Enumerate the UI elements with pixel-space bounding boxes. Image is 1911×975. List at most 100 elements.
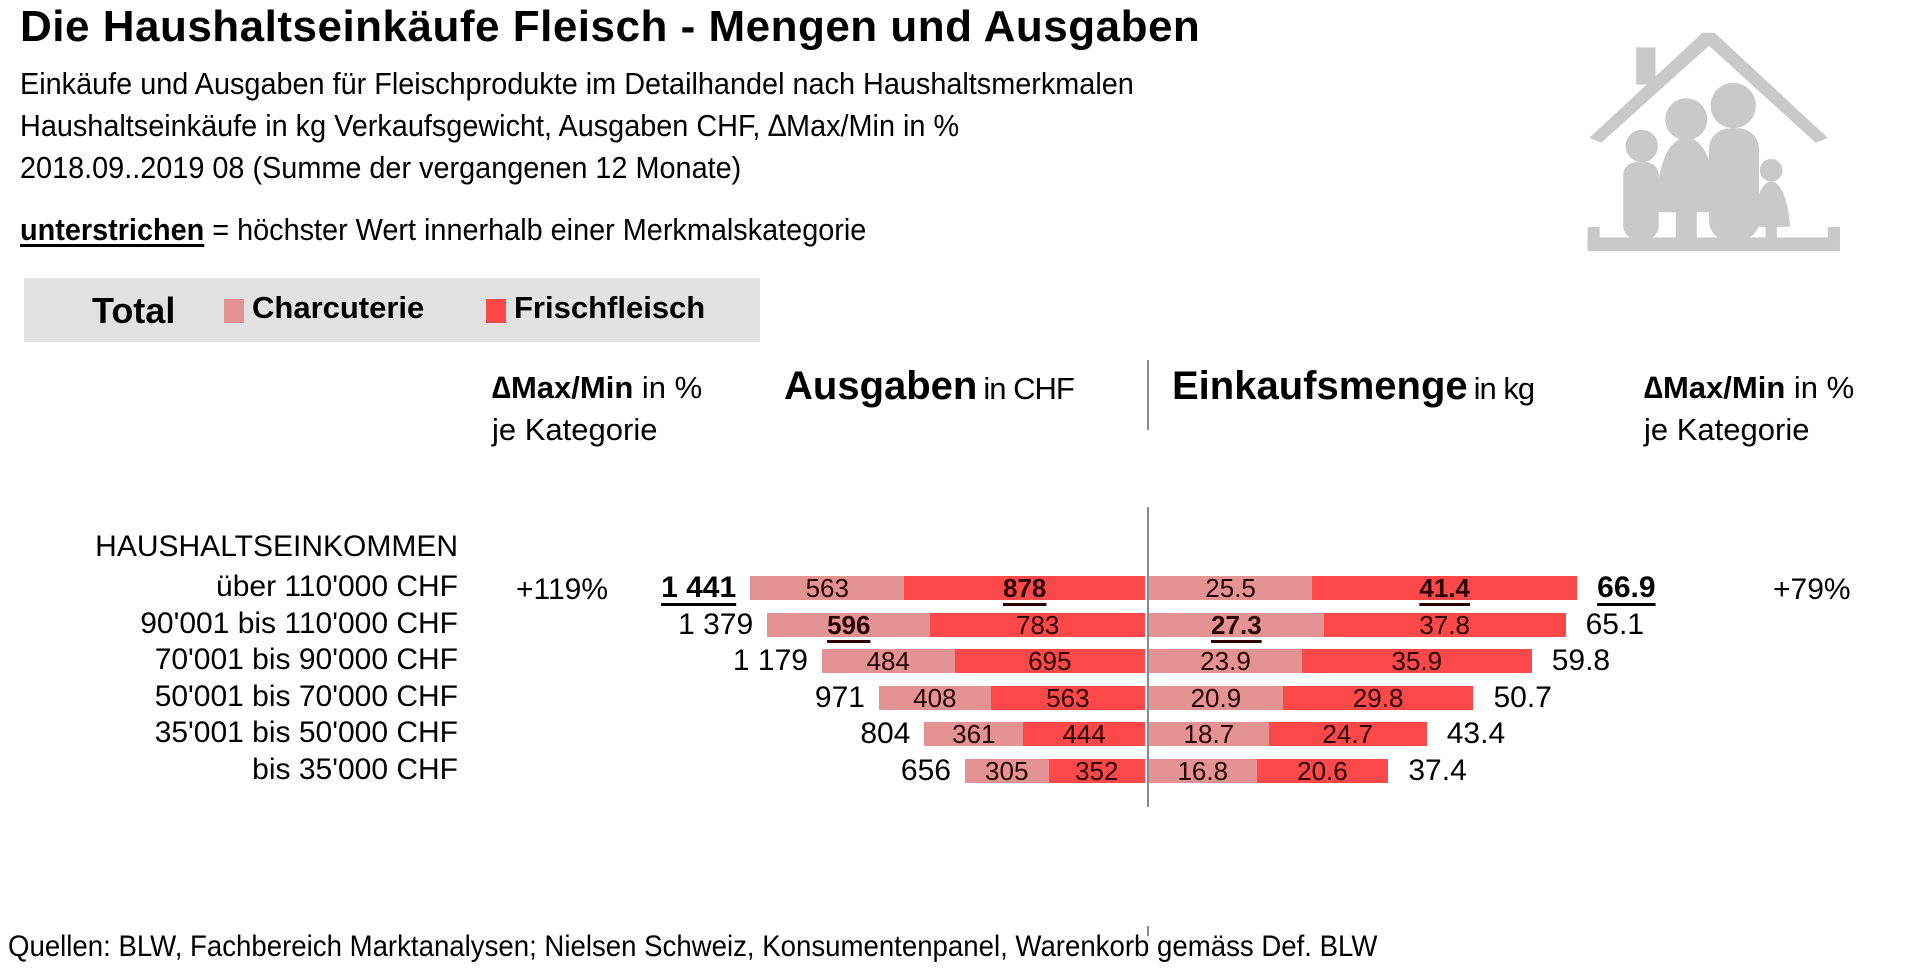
bar-menge-charcuterie	[1149, 649, 1302, 674]
household-family-icon	[1587, 32, 1840, 252]
roof-shape	[1589, 32, 1828, 143]
bar-ausgaben-frischfleisch	[930, 612, 1145, 637]
einkaufsmenge-header-unit: in kg	[1473, 371, 1535, 406]
delta-ausgaben: +119%	[516, 573, 609, 606]
bar-menge-charcuterie	[1149, 612, 1324, 637]
bar-ausgaben-frischfleisch	[1048, 759, 1145, 783]
category-label: 90'001 bis 110'000 CHF	[140, 606, 458, 640]
label-menge-frischfleisch: 37.8	[1419, 609, 1470, 640]
source-note: Quellen: BLW, Fachbereich Marktanalysen;…	[8, 930, 1378, 963]
total-ausgaben: 1 179	[732, 644, 808, 678]
total-menge: 66.9	[1597, 571, 1656, 604]
bar-ausgaben-charcuterie	[750, 576, 905, 600]
subtitle-line-3: 2018.09..2019 08 (Summe der vergangenen …	[20, 150, 742, 185]
highlight-note-text: = höchster Wert innerhalb einer Merkmals…	[204, 212, 867, 247]
bar-ausgaben-charcuterie	[767, 612, 931, 637]
label-menge-charcuterie: 18.7	[1183, 719, 1235, 750]
total-menge: 50.7	[1493, 680, 1552, 714]
highlight-note-keyword: unterstrichen	[20, 212, 205, 247]
category-label: 35'001 bis 50'000 CHF	[154, 716, 458, 750]
bar-ausgaben-charcuterie	[924, 722, 1024, 747]
category-group-title: HAUSHALTSEINKOMMEN	[95, 530, 458, 563]
bar-ausgaben-frischfleisch	[954, 649, 1145, 674]
bar-menge-frischfleisch	[1323, 612, 1566, 637]
legend	[24, 278, 760, 342]
einkaufsmenge-header: Einkaufsmenge in kg	[1172, 364, 1535, 409]
ausgaben-header-bold: Ausgaben	[784, 364, 978, 408]
chart-title: Die Haushaltseinkäufe Fleisch - Mengen u…	[20, 2, 1201, 51]
total-menge: 43.4	[1446, 717, 1506, 751]
einkaufsmenge-header-bold: Einkaufsmenge	[1172, 364, 1468, 408]
label-ausgaben-charcuterie: 305	[985, 756, 1029, 786]
label-ausgaben-charcuterie: 484	[866, 646, 910, 677]
total-ausgaben: 656	[900, 754, 951, 787]
label-ausgaben-charcuterie: 563	[805, 573, 849, 603]
legend-swatch-frischfleisch	[486, 299, 506, 323]
label-ausgaben-frischfleisch: 695	[1028, 646, 1072, 677]
bar-ausgaben-charcuterie	[821, 649, 955, 674]
legend-total: Total	[92, 290, 176, 331]
total-menge: 59.8	[1551, 644, 1611, 678]
total-menge: 37.4	[1408, 754, 1467, 787]
label-menge-charcuterie: 25.5	[1205, 573, 1256, 603]
label-ausgaben-frischfleisch: 563	[1046, 682, 1090, 713]
label-ausgaben-charcuterie: 596	[827, 609, 871, 640]
legend-label-frischfleisch: Frischfleisch	[514, 290, 706, 325]
label-menge-charcuterie: 20.9	[1190, 682, 1242, 713]
legend-swatch-charcuterie	[224, 299, 244, 323]
center-divider-top	[1147, 360, 1149, 430]
label-menge-frischfleisch: 35.9	[1391, 646, 1443, 677]
total-ausgaben: 1 379	[678, 607, 754, 641]
left-delta-header-bold: ∆Max/Min	[492, 370, 634, 405]
total-menge: 65.1	[1585, 607, 1645, 641]
label-menge-charcuterie: 23.9	[1200, 646, 1251, 677]
subtitle-line-1: Einkäufe und Ausgaben für Fleischprodukt…	[20, 66, 1134, 101]
right-delta-header-line2: je Kategorie	[1644, 412, 1810, 447]
left-delta-header: ∆Max/Min in %	[492, 370, 702, 406]
subtitle-line-2: Haushaltseinkäufe in kg Verkaufsgewicht,…	[20, 108, 960, 143]
label-ausgaben-frischfleisch: 783	[1016, 609, 1060, 640]
total-ausgaben: 1 441	[661, 571, 737, 604]
center-divider	[1147, 507, 1149, 807]
label-ausgaben-charcuterie: 408	[913, 682, 957, 713]
category-label: 70'001 bis 90'000 CHF	[154, 643, 458, 677]
label-ausgaben-frischfleisch: 352	[1075, 756, 1119, 786]
chimney-shape	[1636, 47, 1656, 85]
bar-menge-frischfleisch	[1256, 759, 1389, 783]
bar-ausgaben-charcuterie	[964, 759, 1049, 783]
center-divider-tick	[1147, 926, 1149, 936]
label-ausgaben-frischfleisch: 444	[1062, 719, 1106, 750]
bar-ausgaben-frischfleisch	[904, 576, 1145, 600]
left-delta-header-line2: je Kategorie	[492, 412, 658, 447]
ausgaben-header: Ausgaben in CHF	[784, 364, 1075, 409]
delta-menge: +79%	[1773, 573, 1851, 606]
total-ausgaben: 971	[814, 680, 865, 714]
category-label: 50'001 bis 70'000 CHF	[154, 679, 458, 713]
bar-ausgaben-frischfleisch	[1023, 722, 1145, 747]
label-menge-frischfleisch: 24.7	[1322, 719, 1374, 750]
bar-menge-frischfleisch	[1282, 685, 1474, 710]
bar-menge-frischfleisch	[1268, 722, 1427, 747]
bar-ausgaben-charcuterie	[878, 685, 991, 710]
bar-ausgaben-frischfleisch	[990, 685, 1145, 710]
ausgaben-header-unit: in CHF	[983, 371, 1074, 406]
label-ausgaben-charcuterie: 361	[952, 719, 996, 750]
bar-menge-frischfleisch	[1312, 576, 1578, 600]
right-delta-header: ∆Max/Min in %	[1644, 370, 1854, 406]
label-menge-frischfleisch: 41.4	[1419, 573, 1470, 603]
label-menge-frischfleisch: 29.8	[1352, 682, 1404, 713]
right-delta-header-bold: ∆Max/Min	[1644, 370, 1786, 405]
label-menge-frischfleisch: 20.6	[1297, 756, 1348, 786]
left-delta-header-unit: in %	[633, 370, 703, 405]
label-menge-charcuterie: 16.8	[1177, 756, 1229, 786]
category-label: bis 35'000 CHF	[252, 753, 458, 786]
right-delta-header-unit: in %	[1785, 370, 1855, 405]
bar-menge-charcuterie	[1149, 722, 1269, 747]
bar-menge-charcuterie	[1149, 576, 1313, 600]
legend-label-charcuterie: Charcuterie	[252, 290, 425, 325]
category-label: über 110'000 CHF	[216, 570, 458, 603]
highlight-note: unterstrichen = höchster Wert innerhalb …	[20, 212, 866, 248]
bar-menge-frischfleisch	[1301, 649, 1532, 674]
bar-menge-charcuterie	[1149, 759, 1257, 783]
bar-menge-charcuterie	[1149, 685, 1283, 710]
